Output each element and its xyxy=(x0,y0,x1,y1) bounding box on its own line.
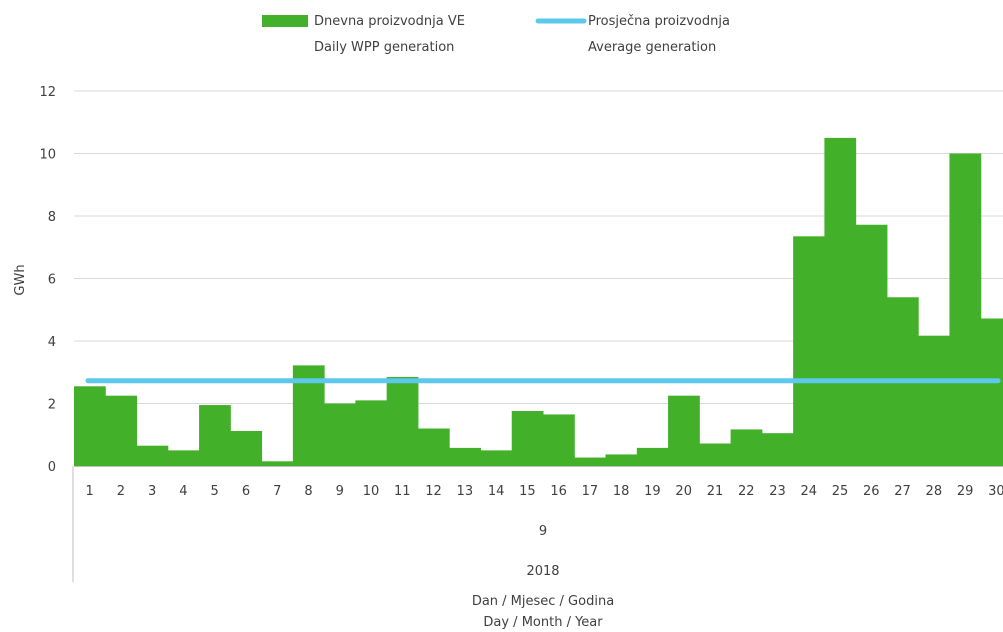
x-tick-label: 29 xyxy=(957,484,974,499)
legend: Dnevna proizvodnja VE Daily WPP generati… xyxy=(262,14,730,55)
y-axis-title: GWh xyxy=(13,264,28,295)
legend-bar-swatch xyxy=(262,15,308,27)
gridlines xyxy=(74,90,1003,404)
legend-bar-label-1: Dnevna proizvodnja VE xyxy=(314,14,465,29)
x-tick-label: 25 xyxy=(832,484,849,499)
bar xyxy=(74,386,106,466)
bar xyxy=(167,450,200,466)
x-tick-label: 8 xyxy=(304,484,312,499)
x-tick-label: 14 xyxy=(488,484,505,499)
bar xyxy=(511,411,544,466)
bar xyxy=(824,137,857,466)
bars xyxy=(74,137,1003,466)
x-tick-label: 23 xyxy=(769,484,786,499)
bar xyxy=(480,450,513,466)
legend-bar-label-2: Daily WPP generation xyxy=(314,40,454,55)
x-tick-label: 15 xyxy=(519,484,536,499)
x-tick-label: 22 xyxy=(738,484,755,499)
x-axis-title-line1: Dan / Mjesec / Godina xyxy=(472,594,614,609)
x-tick-label: 13 xyxy=(457,484,474,499)
bar xyxy=(449,447,481,466)
x-tick-label: 20 xyxy=(675,484,692,499)
x-axis-year-label: 2018 xyxy=(526,564,559,579)
bar xyxy=(355,400,388,466)
bar xyxy=(949,153,982,466)
legend-line-label-2: Average generation xyxy=(588,40,716,55)
y-tick-label: 4 xyxy=(48,335,56,350)
x-tick-label: 9 xyxy=(336,484,344,499)
bar xyxy=(699,443,732,466)
x-tick-label: 5 xyxy=(211,484,219,499)
x-tick-label: 2 xyxy=(117,484,125,499)
bar xyxy=(386,376,419,466)
bar xyxy=(605,454,638,466)
bar xyxy=(574,457,607,466)
x-tick-label: 18 xyxy=(613,484,630,499)
bar xyxy=(136,445,169,466)
bar xyxy=(980,318,1003,466)
legend-line-label-1: Prosječna proizvodnja xyxy=(588,14,730,29)
bar xyxy=(918,335,950,466)
y-tick-label: 2 xyxy=(48,398,56,413)
x-tick-label: 27 xyxy=(894,484,911,499)
y-tick-label: 6 xyxy=(48,273,56,288)
x-axis-ticks: 1 2 3 4 5 6 7 8 9 10 11 12 13 14 15 16 17 18 19 20 21 22 23 24 2… xyxy=(85,484,1003,499)
y-tick-label: 0 xyxy=(48,460,56,475)
bar xyxy=(793,236,825,466)
bar xyxy=(668,395,700,466)
x-tick-label: 10 xyxy=(363,484,380,499)
bar xyxy=(543,414,575,466)
x-tick-label: 4 xyxy=(179,484,187,499)
x-tick-label: 24 xyxy=(800,484,817,499)
x-tick-label: 17 xyxy=(582,484,599,499)
bar xyxy=(730,429,763,466)
y-axis-ticks: 0 2 4 6 8 10 12 xyxy=(39,85,56,475)
x-tick-label: 11 xyxy=(394,484,411,499)
bar xyxy=(855,224,888,466)
bar xyxy=(261,461,294,466)
bar xyxy=(324,403,356,466)
x-tick-label: 1 xyxy=(85,484,93,499)
x-tick-label: 19 xyxy=(644,484,661,499)
x-tick-label: 12 xyxy=(425,484,442,499)
x-tick-label: 7 xyxy=(273,484,281,499)
x-tick-label: 26 xyxy=(863,484,880,499)
y-tick-label: 10 xyxy=(39,148,56,163)
y-tick-label: 8 xyxy=(48,210,56,225)
x-axis-title-line2: Day / Month / Year xyxy=(483,615,603,630)
bar xyxy=(199,405,231,466)
x-tick-label: 21 xyxy=(707,484,724,499)
bar xyxy=(417,428,450,466)
x-tick-label: 6 xyxy=(242,484,250,499)
x-tick-label: 3 xyxy=(148,484,156,499)
y-tick-label: 12 xyxy=(39,85,56,100)
bar xyxy=(105,395,138,466)
bar xyxy=(230,431,263,466)
x-tick-label: 16 xyxy=(550,484,567,499)
x-tick-label: 28 xyxy=(926,484,943,499)
x-tick-label: 30 xyxy=(988,484,1003,499)
bar xyxy=(636,447,669,466)
x-axis-month-label: 9 xyxy=(539,524,547,539)
bar xyxy=(761,433,794,466)
